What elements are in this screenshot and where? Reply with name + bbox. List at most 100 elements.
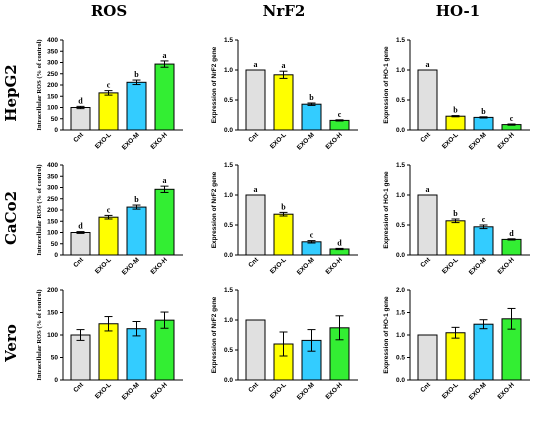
bar-exo-m [126, 206, 147, 256]
category-label: Cnt [247, 131, 260, 144]
y-tick-label: 0.5 [224, 222, 233, 229]
category-label: EXO-M [121, 381, 141, 401]
y-tick-label: 300 [47, 60, 58, 67]
bar-cnt [417, 194, 438, 256]
bar-exo-h [501, 238, 522, 256]
y-axis-label: Intracellular ROS (% of control) [36, 164, 43, 255]
category-label: Cnt [419, 381, 432, 394]
y-tick-label: 1.5 [224, 287, 233, 294]
category-label: Cnt [419, 256, 432, 269]
category-label: EXO-M [296, 256, 316, 276]
y-tick-label: 100 [47, 230, 58, 237]
bar-exo-h [154, 63, 175, 131]
bar-exo-l [98, 323, 119, 381]
y-tick-label: 0.0 [396, 377, 405, 384]
significance-label: d [78, 222, 83, 231]
significance-label: b [453, 209, 458, 218]
y-tick-label: 200 [47, 82, 58, 89]
y-tick-label: 0.5 [224, 97, 233, 104]
category-label: EXO-L [269, 256, 288, 275]
panel-vero-ros: Intracellular ROS (% of control) 0 50 100 15… [36, 287, 183, 401]
significance-label: a [254, 185, 258, 194]
significance-label: d [509, 229, 514, 238]
category-label: EXO-M [468, 131, 488, 151]
y-axis-label: Intracellular ROS (% of control) [36, 39, 43, 130]
panel-caco2-ros: Intracellular ROS (% of control) 0 50 100 15… [36, 162, 183, 276]
significance-label: a [254, 60, 258, 69]
y-axis-label: Expression of HO-1 gene [383, 171, 390, 249]
bar-cnt [245, 69, 266, 131]
category-label: EXO-M [121, 256, 141, 276]
y-tick-label: 0 [54, 377, 58, 384]
bar-exo-l [445, 115, 466, 131]
category-label: EXO-H [324, 381, 344, 401]
y-tick-label: 1.5 [224, 162, 233, 169]
bar-exo-l [445, 332, 466, 381]
y-tick-label: 350 [47, 48, 58, 55]
y-tick-label: 1.0 [224, 192, 233, 199]
panel-vero-nrf2: Expression of NrF2 gene 0.0 0.5 1.0 1.5 Cnt EX… [211, 287, 358, 401]
significance-label: d [337, 238, 342, 247]
y-tick-label: 300 [47, 185, 58, 192]
y-tick-label: 1.0 [396, 67, 405, 74]
y-tick-label: 50 [51, 116, 59, 123]
y-tick-label: 0 [54, 252, 58, 259]
significance-label: a [163, 51, 167, 60]
column-title-ros: ROS [91, 2, 127, 20]
category-label: Cnt [72, 381, 85, 394]
y-tick-label: 150 [47, 218, 58, 225]
category-label: EXO-M [468, 381, 488, 401]
category-label: EXO-L [441, 381, 460, 400]
y-tick-label: 0.0 [224, 252, 233, 259]
category-label: EXO-M [468, 256, 488, 276]
significance-label: c [107, 81, 111, 90]
bar-cnt [417, 334, 438, 381]
y-tick-label: 100 [47, 332, 58, 339]
row-title-vero: Vero [2, 324, 20, 363]
bar-exo-l [98, 216, 119, 256]
category-label: EXO-L [441, 256, 460, 275]
bar-exo-l [273, 74, 294, 131]
row-title-caco2: CaCo2 [2, 191, 20, 245]
category-label: EXO-H [149, 256, 169, 276]
y-tick-label: 50 [51, 241, 59, 248]
category-label: EXO-L [441, 131, 460, 150]
panel-vero-ho1: Expression of HO-1 gene 0.0 0.5 1.0 1.5 2.0 Cn… [383, 287, 530, 401]
y-axis-label: Expression of HO-1 gene [383, 296, 390, 374]
bar-exo-m [473, 323, 494, 381]
significance-label: c [338, 110, 342, 119]
y-tick-label: 0.5 [396, 222, 405, 229]
panel-caco2-nrf2: Expression of NrF2 gene 0.0 0.5 1.0 1.5 a Cnt b… [211, 162, 358, 276]
significance-label: a [163, 176, 167, 185]
panel-caco2-ho1: Expression of HO-1 gene 0.0 0.5 1.0 1.5 a Cnt b… [383, 162, 530, 276]
y-tick-label: 0.0 [224, 377, 233, 384]
y-tick-label: 1.0 [224, 317, 233, 324]
column-title-nrf2: NrF2 [263, 2, 306, 20]
bar-exo-h [154, 319, 175, 381]
significance-label: b [134, 70, 139, 79]
bar-cnt [417, 69, 438, 131]
y-tick-label: 200 [47, 287, 58, 294]
y-tick-label: 0.5 [396, 355, 405, 362]
y-tick-label: 0 [54, 127, 58, 134]
significance-label: b [281, 202, 286, 211]
y-tick-label: 1.5 [396, 310, 405, 317]
bar-cnt [70, 232, 91, 256]
category-label: EXO-L [94, 381, 113, 400]
y-tick-label: 350 [47, 173, 58, 180]
category-label: EXO-H [496, 256, 516, 276]
bar-exo-m [301, 103, 322, 131]
significance-label: a [282, 61, 286, 70]
y-axis-label: Expression of NrF2 gene [211, 296, 218, 373]
panel-hepg2-ros: Intracellular ROS (% of control) 0 50 100 15… [36, 37, 183, 151]
y-tick-label: 2.0 [396, 287, 405, 294]
chart-panels: Intracellular ROS (% of control) 0 50 100 15… [36, 37, 530, 401]
y-tick-label: 1.0 [396, 332, 405, 339]
bar-exo-m [301, 241, 322, 256]
category-label: EXO-L [94, 131, 113, 150]
significance-label: c [310, 231, 314, 240]
bar-exo-l [445, 220, 466, 256]
y-tick-label: 150 [47, 310, 58, 317]
y-tick-label: 0.0 [224, 127, 233, 134]
